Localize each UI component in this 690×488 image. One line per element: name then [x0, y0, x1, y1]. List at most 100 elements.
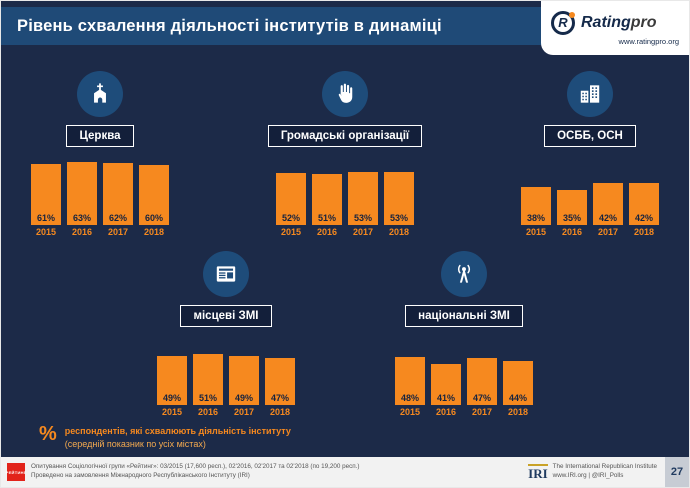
- bar-year-label: 2016: [197, 407, 219, 417]
- bar-value-label: 52%: [281, 213, 300, 223]
- bar-value-label: 35%: [562, 213, 581, 223]
- bar-year-label: 2015: [280, 227, 301, 237]
- bar: 35%: [556, 190, 587, 225]
- ratingpro-logo-row: R Ratingpro: [551, 10, 679, 35]
- bar-year-label: 2015: [161, 407, 183, 417]
- bar-year-label: 2017: [471, 407, 493, 417]
- bar-value-label: 63%: [72, 213, 91, 223]
- bar-column: 48% 2015: [395, 337, 425, 417]
- bar-group: 48% 2015 41% 2016 47% 2017 44% 2018: [395, 337, 533, 417]
- bar-year-label: 2016: [71, 227, 93, 237]
- bar: 62%: [103, 163, 133, 225]
- bar: 53%: [383, 172, 414, 225]
- brand-suffix: pro: [630, 13, 657, 31]
- bar-year-label: 2018: [143, 227, 165, 237]
- bar-value-label: 38%: [526, 213, 545, 223]
- bar-value-label: 49%: [162, 393, 181, 403]
- hand-icon: [321, 71, 368, 117]
- iri-line-2: www.IRI.org | @IRI_Polls: [552, 472, 624, 479]
- church-icon: [77, 71, 123, 117]
- bar-column: 60% 2018: [139, 157, 169, 237]
- bar-value-label: 62%: [108, 213, 127, 223]
- bar-column: 63% 2016: [67, 157, 97, 237]
- bar-column: 53% 2017: [347, 157, 378, 237]
- bar-year-label: 2015: [35, 227, 57, 237]
- bar-year-label: 2017: [233, 407, 255, 417]
- bar-value-label: 60%: [144, 213, 163, 223]
- bar-column: 49% 2015: [157, 337, 187, 417]
- bar-year-label: 2016: [561, 227, 582, 237]
- bar-column: 41% 2016: [431, 337, 461, 417]
- bar: 41%: [431, 364, 461, 405]
- broadcast-tower-icon: [441, 251, 487, 297]
- buildings-icon: [566, 71, 613, 117]
- group-label: Громадські організації: [267, 125, 423, 147]
- bar-year-label: 2017: [352, 227, 373, 237]
- bar-year-label: 2016: [316, 227, 337, 237]
- bar-year-label: 2015: [399, 407, 421, 417]
- bar-column: 35% 2016: [556, 157, 587, 237]
- group-label: ОСББ, ОСН: [544, 125, 636, 147]
- ratingpro-logo: R Ratingpro www.ratingpro.org: [541, 1, 689, 55]
- bar-column: 62% 2017: [103, 157, 133, 237]
- chart-footnote: % респондентів, які схвалюють діяльність…: [39, 423, 291, 451]
- bar-year-label: 2017: [597, 227, 618, 237]
- chart-group-osbb: ОСББ, ОСН 38% 2015 35% 2016 42% 2017 42%…: [520, 71, 659, 237]
- iri-text: The International Republican Institute w…: [553, 463, 657, 481]
- bar-value-label: 41%: [436, 393, 455, 403]
- bar-column: 47% 2017: [467, 337, 497, 417]
- chart-group-church: Церква 61% 2015 63% 2016 62% 2017 60% 20…: [31, 71, 169, 237]
- bar-value-label: 53%: [389, 213, 408, 223]
- footnote-text: респондентів, які схвалюють діяльність і…: [65, 425, 291, 451]
- bar-column: 51% 2016: [193, 337, 223, 417]
- group-label: місцеві ЗМІ: [180, 305, 272, 327]
- bar: 44%: [503, 361, 533, 405]
- bar-column: 47% 2018: [265, 337, 295, 417]
- source-line-1: Опитування Соціологічної групи «Рейтинг»…: [31, 463, 360, 471]
- percent-symbol: %: [39, 423, 57, 445]
- bar-value-label: 42%: [598, 213, 617, 223]
- footnote-line-2: (середній показник по усіх містах): [64, 439, 206, 450]
- bar: 48%: [395, 357, 425, 405]
- page-number: 27: [665, 457, 689, 487]
- bar-value-label: 48%: [400, 393, 419, 403]
- bar-value-label: 51%: [198, 393, 217, 403]
- bar-value-label: 51%: [317, 213, 336, 223]
- bar-column: 38% 2015: [520, 157, 551, 237]
- bar-value-label: 47%: [270, 393, 289, 403]
- bar-group: 49% 2015 51% 2016 49% 2017 47% 2018: [157, 337, 295, 417]
- bar-year-label: 2016: [435, 407, 457, 417]
- bar: 42%: [592, 183, 623, 225]
- chart-group-civil-orgs: Громадські організації 52% 2015 51% 2016…: [267, 71, 423, 237]
- bar: 53%: [347, 172, 378, 225]
- group-label: Церква: [66, 125, 134, 147]
- chart-row-2: місцеві ЗМІ 49% 2015 51% 2016 49% 2017 4…: [1, 251, 689, 417]
- bar: 38%: [520, 187, 551, 225]
- bar-value-label: 61%: [36, 213, 55, 223]
- bar: 49%: [157, 356, 187, 405]
- bar-year-label: 2018: [507, 407, 529, 417]
- chart-group-local-media: місцеві ЗМІ 49% 2015 51% 2016 49% 2017 4…: [157, 251, 295, 417]
- bar-value-label: 47%: [472, 393, 491, 403]
- bar-column: 42% 2017: [592, 157, 623, 237]
- bar: 61%: [31, 164, 61, 225]
- bar-value-label: 44%: [508, 393, 527, 403]
- bar: 51%: [311, 174, 342, 225]
- bar-group: 61% 2015 63% 2016 62% 2017 60% 2018: [31, 157, 169, 237]
- bar-column: 61% 2015: [31, 157, 61, 237]
- brand-name: Rating: [581, 13, 631, 31]
- bar: 47%: [467, 358, 497, 405]
- bar-value-label: 42%: [634, 213, 653, 223]
- newspaper-icon: [203, 251, 249, 297]
- iri-line-1: The International Republican Institute: [552, 463, 657, 471]
- bar-column: 42% 2018: [628, 157, 659, 237]
- bar-group: 38% 2015 35% 2016 42% 2017 42% 2018: [520, 157, 659, 237]
- chart-group-national-media: національні ЗМІ 48% 2015 41% 2016 47% 20…: [395, 251, 533, 417]
- bar: 63%: [67, 162, 97, 225]
- source-line-2: Проведено на замовлення Міжнародного Рес…: [31, 472, 250, 479]
- bar-column: 49% 2017: [229, 337, 259, 417]
- footnote-line-1: респондентів, які схвалюють діяльність і…: [64, 426, 291, 436]
- bar-year-label: 2018: [388, 227, 409, 237]
- ratingpro-wordmark: Ratingpro: [581, 14, 657, 32]
